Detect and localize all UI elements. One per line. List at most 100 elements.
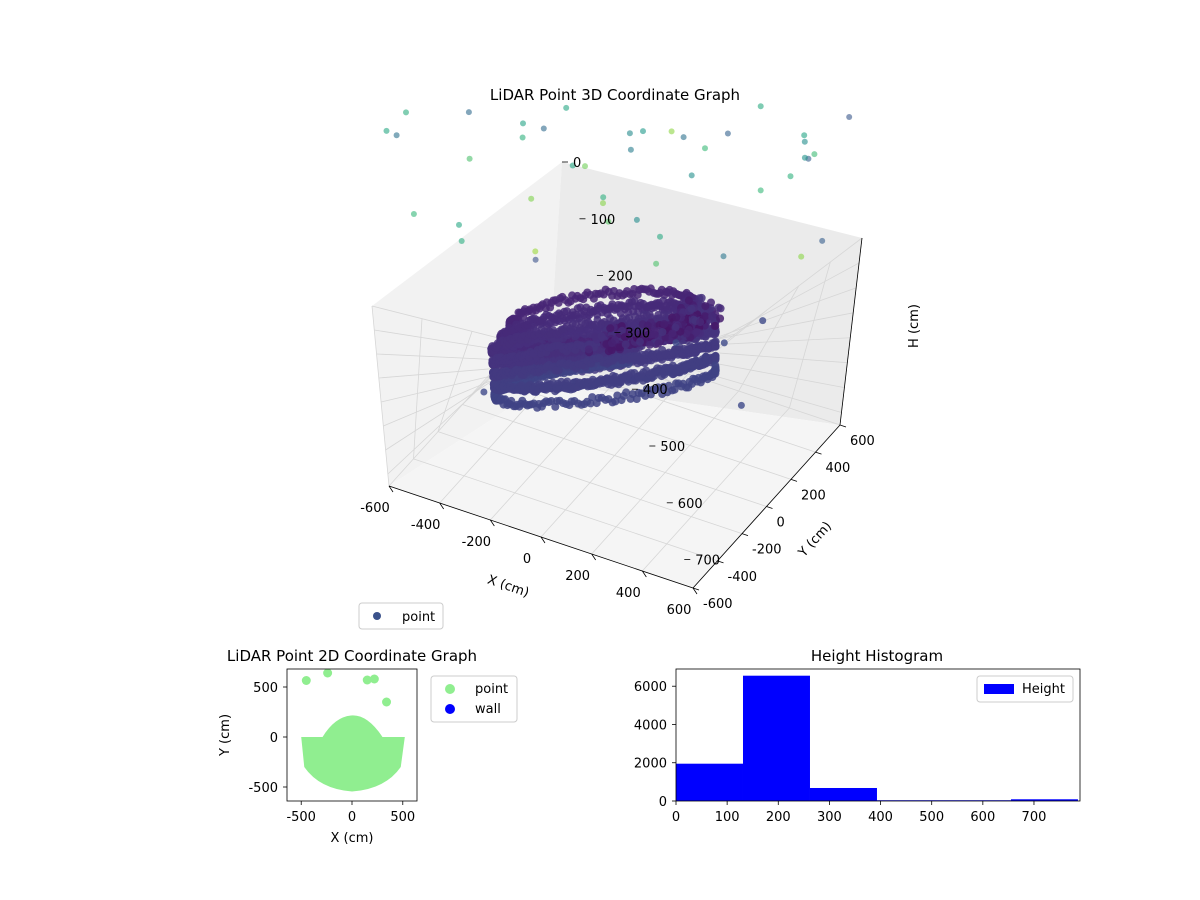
point-cloud-marker <box>787 173 794 180</box>
x-tick <box>591 553 596 561</box>
scatter-2d-marker <box>382 697 392 707</box>
chart-2d: LiDAR Point 2D Coordinate Graph -500 0 500… <box>218 647 518 846</box>
point-cloud-marker <box>607 339 616 348</box>
point-cloud-marker <box>645 310 654 319</box>
grid-line <box>413 458 718 562</box>
point-cloud-marker <box>720 339 728 347</box>
point-cloud-marker <box>672 313 681 322</box>
point-cloud-marker <box>480 388 488 396</box>
point-cloud-marker <box>708 312 717 321</box>
point-cloud-marker <box>720 253 727 260</box>
x-tick-label: -400 <box>411 518 441 533</box>
y-tick-label: -200 <box>752 543 782 558</box>
point-cloud-marker <box>696 318 705 327</box>
point-cloud-marker <box>757 187 764 194</box>
grid-line <box>437 331 473 432</box>
y-tick-label: 2000 <box>634 757 667 772</box>
point-cloud-marker <box>716 304 725 313</box>
point-cloud-marker <box>620 333 629 342</box>
z-tick-label: 500 <box>660 440 685 455</box>
point-cloud-marker <box>711 337 720 346</box>
y-tick <box>741 533 749 537</box>
point-cloud-marker <box>653 260 660 267</box>
point-cloud-marker <box>519 134 526 141</box>
chart-histogram: Height Histogram 0 100 200 300 400 500 600 7000… <box>634 647 1081 825</box>
y-tick-label: 6000 <box>634 680 667 695</box>
pane-left <box>372 162 562 486</box>
point-cloud-marker <box>607 346 616 354</box>
y-tick-label: 600 <box>850 434 875 449</box>
point-cloud-marker <box>643 321 652 330</box>
x-axis-label-2d: X (cm) <box>331 831 374 846</box>
x-tick-label: 300 <box>817 810 842 825</box>
point-cloud-marker <box>600 200 606 207</box>
z-tick-label: 400 <box>643 383 668 398</box>
x-tick-label: 600 <box>667 603 692 618</box>
point-cloud-marker <box>680 134 687 141</box>
point-cloud-marker <box>557 377 566 386</box>
point-cloud-marker <box>657 233 663 240</box>
histogram-bar <box>809 787 877 801</box>
scatter-2d-region <box>301 715 405 792</box>
legend-2d: point wall <box>430 675 518 723</box>
histogram-title: Height Histogram <box>811 647 943 665</box>
point-cloud-marker <box>410 211 417 217</box>
point-cloud-marker <box>811 151 818 158</box>
point-cloud-marker <box>558 314 567 323</box>
point-cloud <box>383 103 853 412</box>
point-cloud-marker <box>724 130 731 137</box>
z-axis-line <box>839 237 863 426</box>
point-cloud-marker <box>692 328 701 337</box>
point-cloud-marker <box>626 130 633 137</box>
y-tick <box>692 587 700 591</box>
x-axis-label: X (cm) <box>485 573 531 601</box>
x-tick <box>490 519 495 527</box>
y-tick-label: -600 <box>703 597 733 612</box>
point-cloud-marker <box>586 399 595 408</box>
z-tick-label: 300 <box>625 326 650 341</box>
grid-line <box>413 318 423 459</box>
scatter-2d-points <box>301 669 405 792</box>
point-cloud-marker <box>532 256 539 263</box>
point-cloud-marker <box>554 366 563 375</box>
point-cloud-marker <box>801 154 808 161</box>
x-tick-label: 500 <box>919 810 944 825</box>
histogram-bar <box>1010 799 1078 801</box>
point-cloud-marker <box>640 128 646 135</box>
point-cloud-marker <box>582 163 588 170</box>
point-cloud-marker <box>532 248 539 255</box>
x-tick-label: 400 <box>868 810 893 825</box>
y-tick-label: 500 <box>253 681 278 696</box>
point-cloud-marker <box>528 195 535 202</box>
x-tick-label: 200 <box>766 810 791 825</box>
point-cloud-marker <box>403 109 409 116</box>
point-cloud-marker <box>701 312 709 321</box>
legend-marker-wall-2d <box>445 704 455 714</box>
point-cloud-marker <box>458 238 465 244</box>
grid-line <box>788 261 831 409</box>
x-tick <box>388 485 394 493</box>
x-tick-label: 0 <box>523 552 531 567</box>
histogram-bar <box>676 763 743 801</box>
point-cloud-marker <box>660 320 669 329</box>
y-tick <box>766 506 773 509</box>
x-tick-label: 700 <box>1022 810 1047 825</box>
point-cloud-marker <box>584 345 593 354</box>
point-cloud-marker <box>711 353 720 362</box>
x-tick-label: 100 <box>715 810 740 825</box>
point-cloud-marker <box>572 310 581 319</box>
histogram-bars <box>676 675 1078 801</box>
point-cloud-marker <box>591 332 600 341</box>
point-cloud-marker <box>547 397 556 405</box>
point-cloud-marker <box>688 172 695 179</box>
y-tick-label: 4000 <box>634 718 667 733</box>
x-tick-label: 0 <box>348 810 356 825</box>
legend-label-wall-2d: wall <box>475 702 501 717</box>
y-tick-label: 0 <box>270 731 278 746</box>
x-tick-label: 0 <box>672 810 680 825</box>
y-tick <box>717 560 724 564</box>
point-cloud-marker <box>632 395 641 403</box>
point-cloud-marker <box>631 329 640 337</box>
